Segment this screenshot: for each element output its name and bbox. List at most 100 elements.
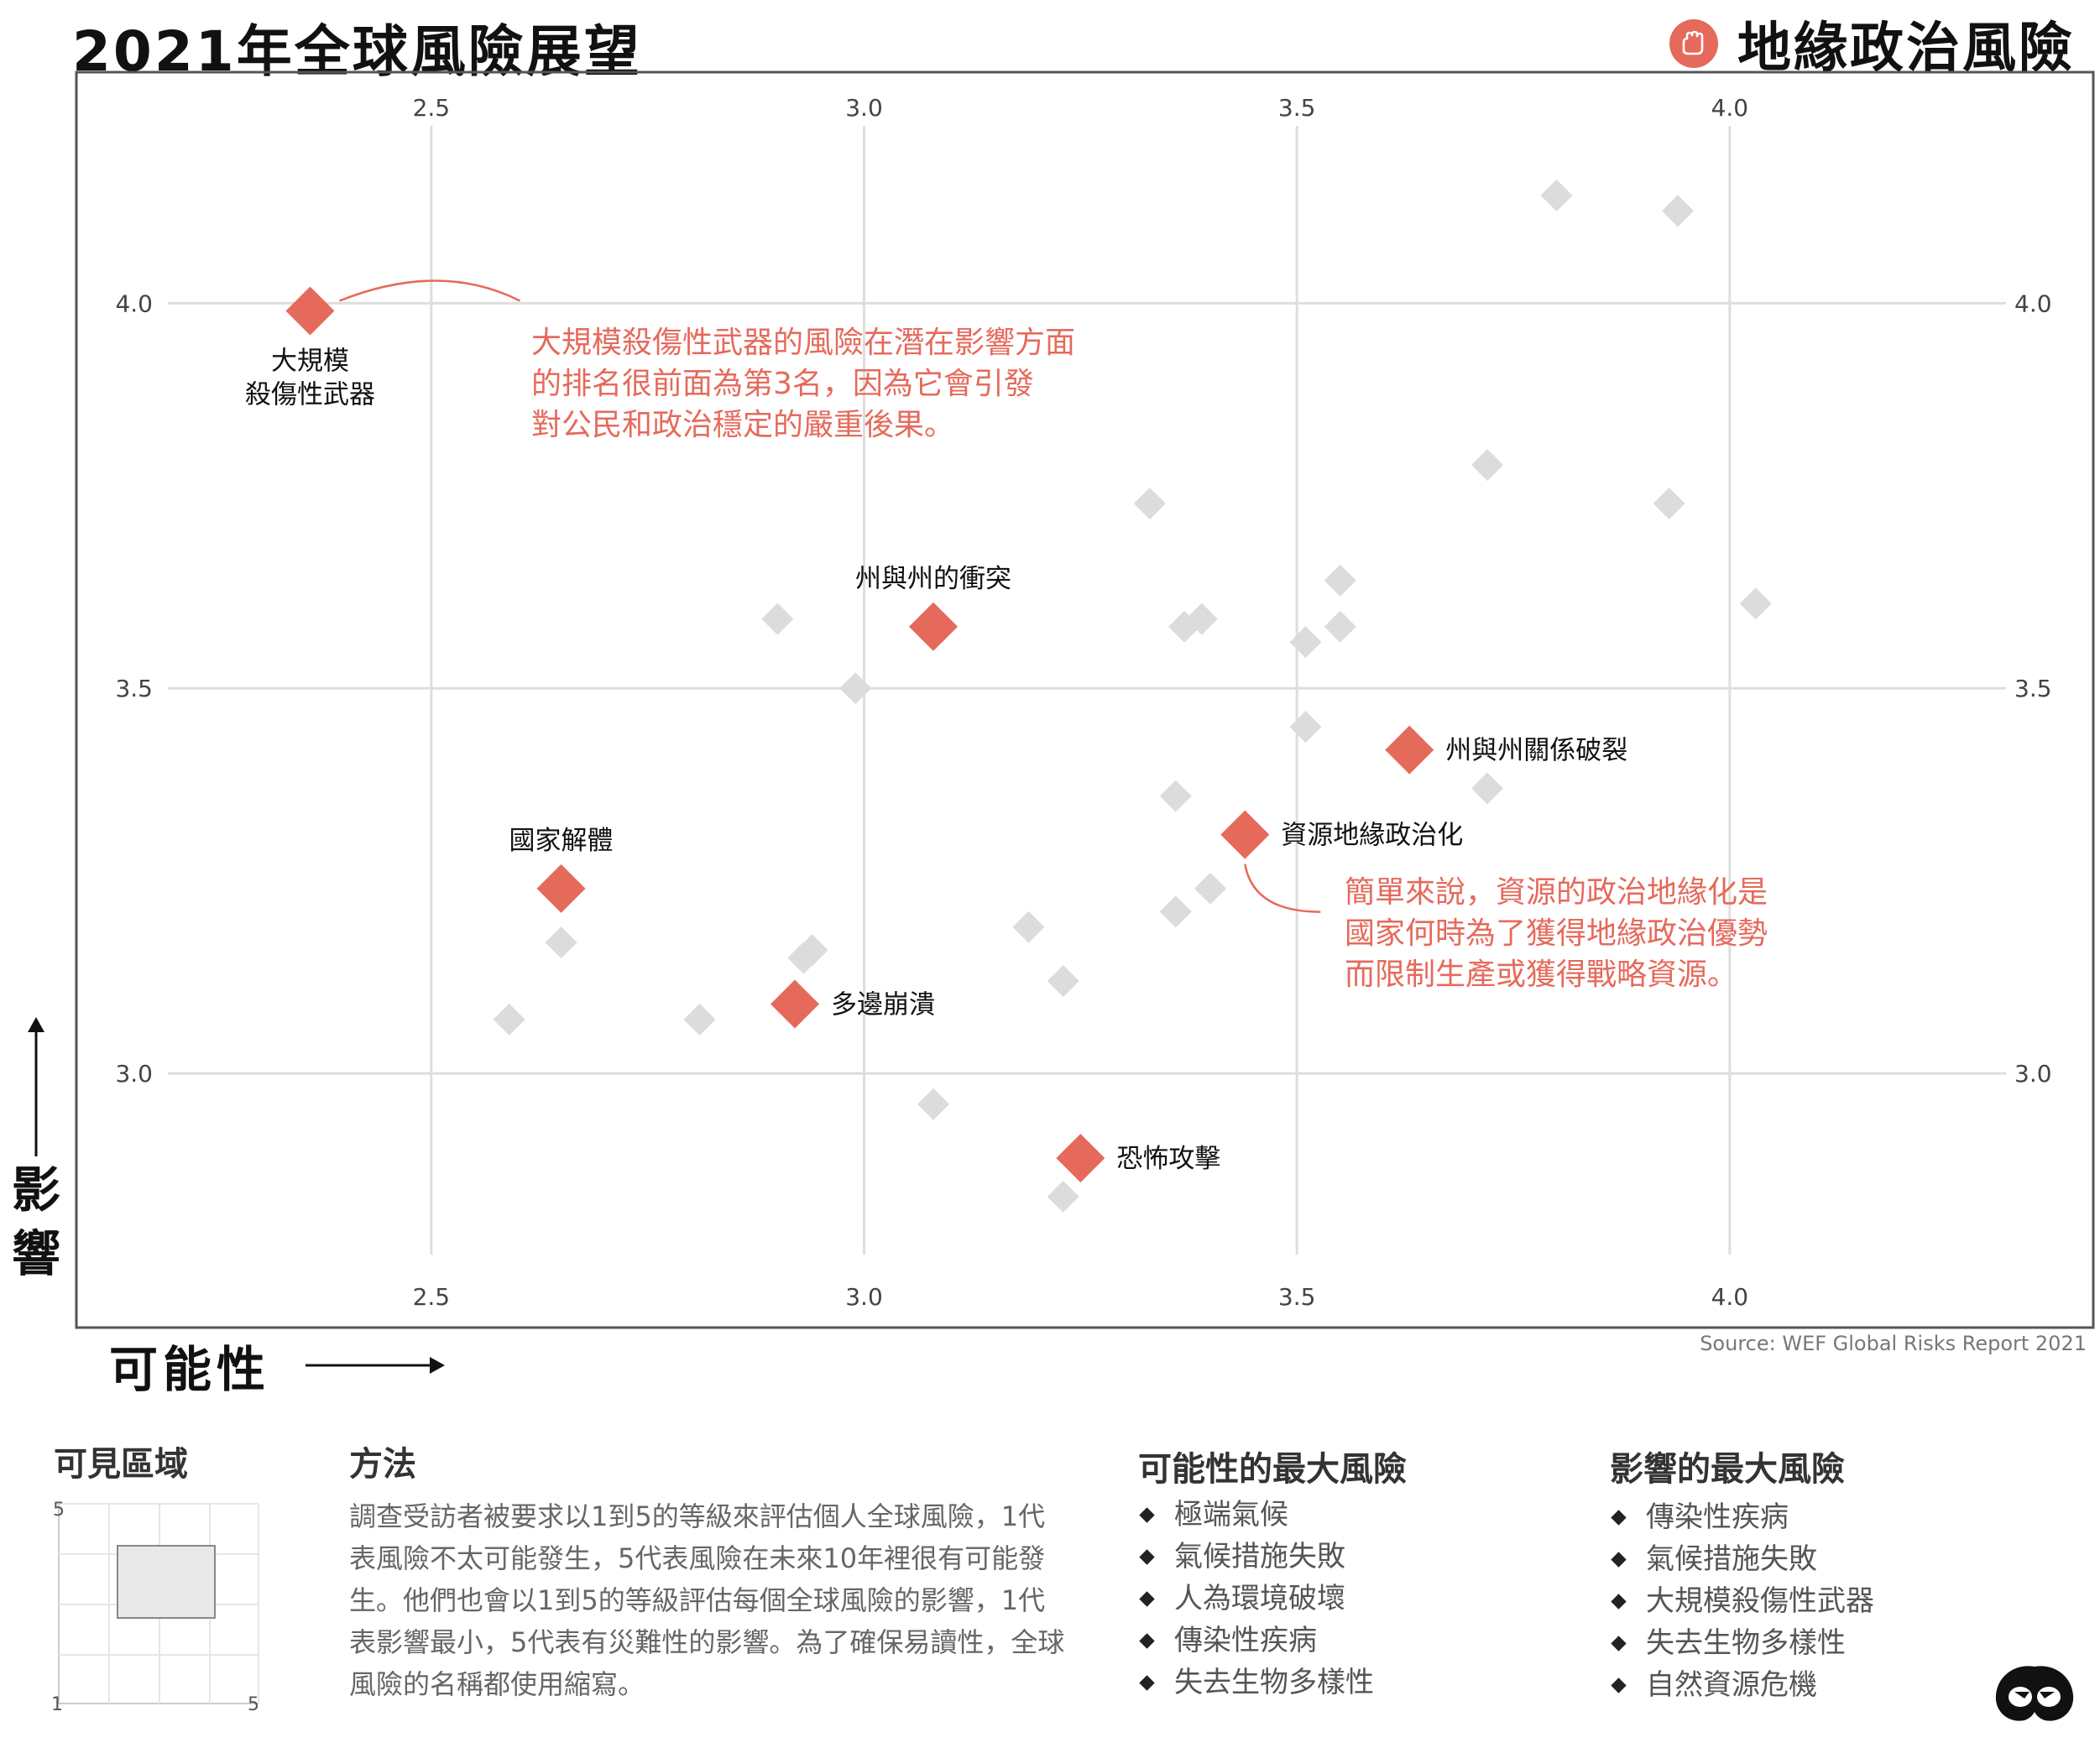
x-tick-label-bottom: 3.5 bbox=[1278, 1283, 1316, 1311]
y-tick-label-right: 4.0 bbox=[2014, 290, 2052, 317]
annotation-text: 的排名很前面為第3名，因為它會引發 bbox=[531, 367, 1034, 401]
annotation-text: 國家何時為了獲得地緣政治優勢 bbox=[1345, 916, 1768, 951]
other-risk-points bbox=[493, 179, 1772, 1213]
x-tick-label-top: 3.5 bbox=[1278, 94, 1316, 122]
list-item: 失去生物多樣性 bbox=[1136, 1662, 1374, 1704]
diamond-bullet-icon bbox=[1611, 1677, 1627, 1693]
other-risk-point bbox=[1653, 487, 1685, 519]
other-risk-point bbox=[1159, 780, 1192, 812]
other-risk-point bbox=[1133, 487, 1166, 519]
x-axis-title: 可能性 bbox=[109, 1330, 447, 1401]
x-tick-label-bottom: 3.0 bbox=[845, 1283, 883, 1311]
diamond-bullet-icon bbox=[1139, 1632, 1155, 1649]
list-item: 氣候措施失敗 bbox=[1136, 1536, 1374, 1578]
geopolitical-risk-point bbox=[1385, 725, 1434, 775]
risk-point-label: 資源地緣政治化 bbox=[1281, 821, 1463, 851]
y-axis-title: 影響 bbox=[7, 1015, 65, 1286]
top-likelihood-title: 可能性的最大風險 bbox=[1138, 1450, 1407, 1489]
minimap-y-max: 5 bbox=[53, 1500, 65, 1521]
other-risk-point bbox=[545, 926, 577, 959]
list-item: 自然資源危機 bbox=[1608, 1664, 1874, 1706]
risk-point-label: 多邊崩潰 bbox=[831, 990, 935, 1020]
list-item: 大規模殺傷性武器 bbox=[1608, 1580, 1874, 1622]
x-tick-label-bottom: 4.0 bbox=[1711, 1283, 1749, 1311]
diamond-bullet-icon bbox=[1139, 1548, 1155, 1565]
x-tick-label-top: 4.0 bbox=[1711, 94, 1749, 122]
x-tick-label-top: 3.0 bbox=[845, 94, 883, 122]
other-risk-point bbox=[1471, 449, 1504, 482]
method-title: 方法 bbox=[349, 1445, 416, 1484]
other-risk-point bbox=[1661, 195, 1694, 227]
other-risk-point bbox=[796, 934, 828, 967]
list-item: 人為環境破壞 bbox=[1136, 1578, 1374, 1620]
other-risk-point bbox=[1324, 610, 1356, 643]
risk-point-label: 大規模 bbox=[271, 347, 349, 377]
list-item: 氣候措施失敗 bbox=[1608, 1538, 1874, 1580]
list-item: 傳染性疾病 bbox=[1136, 1620, 1374, 1662]
geopolitics-hand-icon bbox=[1669, 19, 1718, 68]
other-risk-point bbox=[683, 1003, 716, 1036]
other-risk-point bbox=[917, 1088, 950, 1120]
risk-point-label: 州與州關係破裂 bbox=[1445, 736, 1627, 766]
other-risk-point bbox=[761, 603, 794, 635]
diamond-bullet-icon bbox=[1611, 1509, 1627, 1526]
visible-area-title: 可見區域 bbox=[54, 1445, 188, 1484]
scatter-chart: 2.5 2.5 3.0 3.0 3.5 3.5 4.0 4.0 3.0 3.0 3.5 3.5 4.0 4… bbox=[75, 70, 2095, 1329]
top-impact-list: 傳染性疾病 氣候措施失敗 大規模殺傷性武器 失去生物多樣性 自然資源危機 bbox=[1608, 1496, 1874, 1706]
annotations: 大規模殺傷性武器的風險在潛在影響方面的排名很前面為第3名，因為它會引發對公民和政… bbox=[338, 279, 1768, 992]
list-item: 失去生物多樣性 bbox=[1608, 1622, 1874, 1664]
geopolitical-risk-point bbox=[771, 979, 820, 1029]
other-risk-point bbox=[1289, 626, 1322, 659]
risk-point-label: 國家解體 bbox=[509, 826, 614, 856]
other-risk-point bbox=[1289, 711, 1322, 744]
x-axis-label: 可能性 bbox=[109, 1341, 271, 1398]
annotation-connector bbox=[1244, 864, 1321, 913]
axis-ticks: 2.5 2.5 3.0 3.0 3.5 3.5 4.0 4.0 3.0 3.0 3.5 3.5 4.0 4… bbox=[115, 94, 2051, 1311]
top-impact-title: 影響的最大風險 bbox=[1610, 1450, 1845, 1489]
geopolitical-risk-point bbox=[1220, 810, 1270, 859]
annotation-connector bbox=[338, 279, 521, 302]
other-risk-point bbox=[493, 1003, 525, 1036]
diamond-bullet-icon bbox=[1611, 1593, 1627, 1610]
annotation-text: 對公民和政治穩定的嚴重後果。 bbox=[531, 408, 954, 442]
risk-point-label: 州與州的衝突 bbox=[855, 564, 1011, 594]
risk-point-label: 殺傷性武器 bbox=[245, 380, 375, 410]
diamond-bullet-icon bbox=[1139, 1674, 1155, 1691]
geopolitical-risk-point bbox=[1056, 1134, 1105, 1183]
visible-area-minimap: 5 1 5 bbox=[51, 1500, 259, 1715]
minimap-y-min: 1 bbox=[51, 1694, 63, 1715]
diamond-bullet-icon bbox=[1611, 1551, 1627, 1568]
y-tick-label-left: 4.0 bbox=[115, 290, 153, 317]
list-item: 極端氣候 bbox=[1136, 1494, 1374, 1536]
source-note: Source: WEF Global Risks Report 2021 bbox=[1700, 1332, 2087, 1355]
y-tick-label-right: 3.0 bbox=[2014, 1060, 2052, 1088]
other-risk-point bbox=[1047, 1180, 1079, 1213]
other-risk-point bbox=[1159, 895, 1192, 928]
y-tick-label-left: 3.5 bbox=[115, 675, 153, 702]
y-tick-label-right: 3.5 bbox=[2014, 675, 2052, 702]
minimap-x-max: 5 bbox=[248, 1694, 259, 1715]
risk-point-label: 恐怖攻擊 bbox=[1116, 1144, 1220, 1174]
diamond-bullet-icon bbox=[1139, 1590, 1155, 1607]
annotation-text: 簡單來說，資源的政治地緣化是 bbox=[1345, 875, 1768, 910]
x-tick-label-top: 2.5 bbox=[413, 94, 451, 122]
other-risk-point bbox=[1012, 911, 1045, 943]
other-risk-point bbox=[1047, 964, 1079, 997]
annotation-text: 而限制生產或獲得戰略資源。 bbox=[1345, 957, 1737, 992]
other-risk-point bbox=[1540, 179, 1573, 211]
other-risk-point bbox=[1185, 603, 1218, 635]
other-risk-point bbox=[1471, 772, 1504, 805]
plot-frame bbox=[75, 70, 2095, 1329]
y-tick-label-left: 3.0 bbox=[115, 1060, 153, 1088]
visible-area-box bbox=[117, 1545, 216, 1619]
other-risk-point bbox=[1739, 587, 1772, 620]
x-tick-label-bottom: 2.5 bbox=[413, 1283, 451, 1311]
arrow-right-icon bbox=[306, 1357, 446, 1374]
visual-capitalist-logo-icon bbox=[1995, 1666, 2074, 1721]
other-risk-point bbox=[1324, 564, 1356, 597]
method-text: 調查受訪者被要求以1到5的等級來評估個人全球風險，1代表風險不太可能發生，5代表… bbox=[349, 1500, 1065, 1700]
other-risk-point bbox=[839, 672, 872, 705]
chart-grid bbox=[168, 126, 2006, 1255]
category-header: 地緣政治風險 bbox=[1669, 5, 2075, 82]
